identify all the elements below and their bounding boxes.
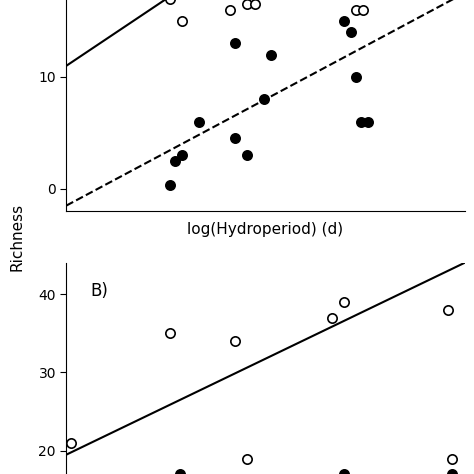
Point: [244, 0, 251, 8]
Point: [231, 135, 239, 142]
Text: Richness: Richness: [9, 203, 24, 271]
Point: [352, 6, 360, 14]
Point: [364, 118, 372, 126]
Point: [444, 306, 451, 314]
Point: [171, 157, 179, 164]
Point: [352, 73, 360, 81]
Point: [166, 0, 174, 2]
Point: [449, 455, 456, 462]
Point: [340, 470, 347, 474]
Point: [244, 455, 251, 462]
Point: [260, 96, 268, 103]
Point: [166, 329, 174, 337]
Point: [244, 152, 251, 159]
Point: [251, 0, 258, 8]
Point: [268, 51, 275, 58]
Point: [227, 6, 234, 14]
Point: [231, 337, 239, 345]
Point: [195, 118, 203, 126]
Text: log(Hydroperiod) (d): log(Hydroperiod) (d): [187, 222, 344, 237]
Point: [166, 182, 174, 189]
Point: [178, 17, 186, 25]
Point: [328, 314, 336, 321]
Point: [176, 470, 183, 474]
Point: [340, 298, 347, 306]
Point: [449, 470, 456, 474]
Point: [67, 439, 75, 447]
Point: [178, 152, 186, 159]
Text: B): B): [90, 282, 108, 300]
Point: [357, 118, 365, 126]
Point: [347, 28, 355, 36]
Point: [340, 17, 347, 25]
Point: [231, 40, 239, 47]
Point: [359, 6, 367, 14]
